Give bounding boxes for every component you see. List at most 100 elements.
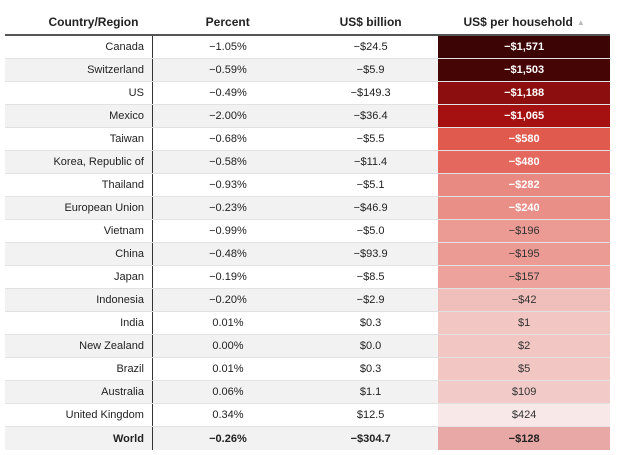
household-cell: $5 bbox=[438, 357, 610, 381]
total-country-cell: World bbox=[5, 426, 153, 450]
household-cell: −$1,065 bbox=[438, 104, 610, 128]
country-cell: Mexico bbox=[5, 104, 153, 128]
billion-cell: −$149.3 bbox=[302, 81, 439, 105]
billion-cell: $0.3 bbox=[302, 357, 439, 381]
country-cell: United Kingdom bbox=[5, 403, 153, 427]
percent-cell: −0.23% bbox=[152, 196, 303, 220]
percent-cell: −0.93% bbox=[152, 173, 303, 197]
percent-cell: −0.49% bbox=[152, 81, 303, 105]
billion-cell: $0.0 bbox=[302, 334, 439, 358]
table-row: European Union −0.23% −$46.9 −$240 bbox=[5, 196, 610, 220]
column-header-percent[interactable]: Percent bbox=[152, 10, 303, 36]
table-row: United Kingdom 0.34% $12.5 $424 bbox=[5, 403, 610, 427]
billion-cell: −$93.9 bbox=[302, 242, 439, 266]
country-cell: US bbox=[5, 81, 153, 105]
percent-cell: −0.20% bbox=[152, 288, 303, 312]
billion-cell: −$5.9 bbox=[302, 58, 439, 82]
household-cell: $109 bbox=[438, 380, 610, 404]
percent-cell: 0.01% bbox=[152, 311, 303, 335]
household-cell: $2 bbox=[438, 334, 610, 358]
country-cell: Switzerland bbox=[5, 58, 153, 82]
table-row: Mexico −2.00% −$36.4 −$1,065 bbox=[5, 104, 610, 128]
table-row: Vietnam −0.99% −$5.0 −$196 bbox=[5, 219, 610, 243]
total-billion-cell: −$304.7 bbox=[302, 426, 439, 450]
tariff-impact-table: Country/Region Percent US$ billion US$ p… bbox=[5, 10, 610, 450]
table-row: China −0.48% −$93.9 −$195 bbox=[5, 242, 610, 266]
percent-cell: −0.48% bbox=[152, 242, 303, 266]
table-row: Taiwan −0.68% −$5.5 −$580 bbox=[5, 127, 610, 151]
table-row: Korea, Republic of −0.58% −$11.4 −$480 bbox=[5, 150, 610, 174]
billion-cell: −$8.5 bbox=[302, 265, 439, 289]
column-header-country[interactable]: Country/Region bbox=[5, 10, 153, 36]
country-cell: China bbox=[5, 242, 153, 266]
billion-cell: −$11.4 bbox=[302, 150, 439, 174]
country-cell: Australia bbox=[5, 380, 153, 404]
billion-cell: −$2.9 bbox=[302, 288, 439, 312]
household-cell: −$157 bbox=[438, 265, 610, 289]
table-row: Switzerland −0.59% −$5.9 −$1,503 bbox=[5, 58, 610, 82]
billion-cell: $12.5 bbox=[302, 403, 439, 427]
total-percent-cell: −0.26% bbox=[152, 426, 303, 450]
country-cell: Indonesia bbox=[5, 288, 153, 312]
table-header: Country/Region Percent US$ billion US$ p… bbox=[5, 10, 610, 36]
country-cell: Brazil bbox=[5, 357, 153, 381]
percent-cell: −0.19% bbox=[152, 265, 303, 289]
country-cell: New Zealand bbox=[5, 334, 153, 358]
table-row: Canada −1.05% −$24.5 −$1,571 bbox=[5, 35, 610, 59]
table-body: Canada −1.05% −$24.5 −$1,571 Switzerland −0.5… bbox=[5, 35, 610, 427]
column-header-household-label: US$ per household bbox=[463, 15, 573, 29]
table-row: Indonesia −0.20% −$2.9 −$42 bbox=[5, 288, 610, 312]
table-row: Brazil 0.01% $0.3 $5 bbox=[5, 357, 610, 381]
percent-cell: −1.05% bbox=[152, 35, 303, 59]
percent-cell: −0.58% bbox=[152, 150, 303, 174]
household-cell: −$196 bbox=[438, 219, 610, 243]
billion-cell: −$5.1 bbox=[302, 173, 439, 197]
country-cell: Korea, Republic of bbox=[5, 150, 153, 174]
billion-cell: −$36.4 bbox=[302, 104, 439, 128]
percent-cell: 0.06% bbox=[152, 380, 303, 404]
household-cell: −$580 bbox=[438, 127, 610, 151]
column-header-billion[interactable]: US$ billion bbox=[302, 10, 439, 36]
billion-cell: −$24.5 bbox=[302, 35, 439, 59]
country-cell: Japan bbox=[5, 265, 153, 289]
column-header-household[interactable]: US$ per household ▲ bbox=[438, 10, 610, 36]
country-cell: Thailand bbox=[5, 173, 153, 197]
country-cell: Canada bbox=[5, 35, 153, 59]
total-row: World −0.26% −$304.7 −$128 bbox=[5, 426, 610, 450]
percent-cell: 0.00% bbox=[152, 334, 303, 358]
billion-cell: −$5.5 bbox=[302, 127, 439, 151]
billion-cell: $0.3 bbox=[302, 311, 439, 335]
percent-cell: −0.99% bbox=[152, 219, 303, 243]
table-row: Japan −0.19% −$8.5 −$157 bbox=[5, 265, 610, 289]
household-cell: $424 bbox=[438, 403, 610, 427]
household-cell: −$282 bbox=[438, 173, 610, 197]
country-cell: Vietnam bbox=[5, 219, 153, 243]
percent-cell: 0.01% bbox=[152, 357, 303, 381]
billion-cell: −$46.9 bbox=[302, 196, 439, 220]
household-cell: −$42 bbox=[438, 288, 610, 312]
total-household-cell: −$128 bbox=[438, 426, 610, 450]
country-cell: European Union bbox=[5, 196, 153, 220]
household-cell: −$1,503 bbox=[438, 58, 610, 82]
table-row: US −0.49% −$149.3 −$1,188 bbox=[5, 81, 610, 105]
table-row: New Zealand 0.00% $0.0 $2 bbox=[5, 334, 610, 358]
percent-cell: −2.00% bbox=[152, 104, 303, 128]
percent-cell: −0.68% bbox=[152, 127, 303, 151]
billion-cell: −$5.0 bbox=[302, 219, 439, 243]
country-cell: Taiwan bbox=[5, 127, 153, 151]
table-row: India 0.01% $0.3 $1 bbox=[5, 311, 610, 335]
household-cell: −$1,571 bbox=[438, 35, 610, 59]
country-cell: India bbox=[5, 311, 153, 335]
household-cell: −$1,188 bbox=[438, 81, 610, 105]
household-cell: −$195 bbox=[438, 242, 610, 266]
household-cell: −$480 bbox=[438, 150, 610, 174]
percent-cell: 0.34% bbox=[152, 403, 303, 427]
sort-ascending-icon[interactable]: ▲ bbox=[576, 18, 585, 27]
billion-cell: $1.1 bbox=[302, 380, 439, 404]
table-row: Thailand −0.93% −$5.1 −$282 bbox=[5, 173, 610, 197]
household-cell: $1 bbox=[438, 311, 610, 335]
table-row: Australia 0.06% $1.1 $109 bbox=[5, 380, 610, 404]
household-cell: −$240 bbox=[438, 196, 610, 220]
percent-cell: −0.59% bbox=[152, 58, 303, 82]
